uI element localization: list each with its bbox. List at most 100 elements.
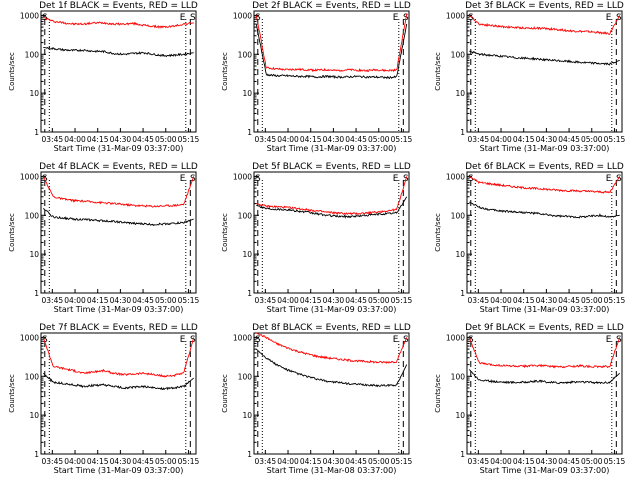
start-marker: S [468,335,474,345]
x-tick-label: 04:30 [536,135,558,144]
y-tick-label: 1 [460,450,465,459]
y-tick-label: 1 [460,128,465,137]
x-tick-label: 04:15 [87,457,109,466]
y-axis-label: Counts/sec [221,213,229,252]
x-tick-label: 05:15 [178,135,200,144]
y-tick-label: 1 [247,289,252,298]
x-tick-label: 04:15 [300,296,322,305]
x-tick-label: 04:15 [300,135,322,144]
y-tick-label: 100 [451,50,466,59]
x-tick-label: 03:45 [42,135,64,144]
x-tick-label: 05:00 [581,135,603,144]
y-axis-label: Counts/sec [8,213,16,252]
y-tick-label: 10 [455,411,465,420]
x-tick-label: 04:00 [277,457,299,466]
x-tick-label: 04:45 [132,457,154,466]
y-tick-label: 100 [238,211,253,220]
x-tick-label: 04:45 [345,135,367,144]
plot-frame [253,332,410,455]
y-tick-label: 1000 [446,333,465,342]
x-axis-label: Start Time (31-Mar-09 03:37:00) [267,144,397,153]
x-tick-label: 05:15 [604,457,626,466]
y-tick-label: 100 [451,211,466,220]
end-marker: E [180,174,186,184]
panel-7: Det 7f BLACK = Events, RED = LLD 1 10 100 10… [8,323,199,475]
x-tick-label: 03:45 [42,457,64,466]
panel-5: Det 5f BLACK = Events, RED = LLD 1 10 100 10… [221,162,412,314]
y-tick-label: 1 [34,128,39,137]
x-tick-label: 04:00 [490,457,512,466]
x-tick-label: 05:00 [581,457,603,466]
x-axis-label: Start Time (31-Mar-09 03:37:00) [480,466,610,475]
x-tick-label: 04:45 [345,296,367,305]
x-axis-label: Start Time (31-Mar-09 03:37:00) [54,305,184,314]
start-marker: S [468,174,474,184]
panel-9: Det 9f BLACK = Events, RED = LLD 1 10 100 10… [434,323,625,475]
y-tick-label: 10 [242,250,252,259]
y-axis-label: Counts/sec [434,374,442,413]
end-marker: E [606,335,612,345]
chart-title: Det 5f BLACK = Events, RED = LLD [252,162,411,172]
chart-title: Det 8f BLACK = Events, RED = LLD [252,323,411,333]
x-tick-label: 05:00 [581,296,603,305]
x-tick-label: 04:00 [64,296,86,305]
x-tick-label: 04:45 [558,135,580,144]
chart-title: Det 6f BLACK = Events, RED = LLD [465,162,624,172]
end-marker: E [606,13,612,23]
x-axis-label: Start Time (31-Mar-08 03:37:00) [267,466,397,475]
x-tick-label: 04:15 [513,135,535,144]
y-tick-label: 1000 [446,172,465,181]
x-tick-label: 03:45 [468,457,490,466]
y-tick-label: 10 [29,89,39,98]
x-tick-label: 05:15 [391,457,413,466]
plot-frame [253,10,410,133]
y-axis-label: Counts/sec [434,213,442,252]
x-tick-label: 04:00 [277,296,299,305]
panel-3: Det 3f BLACK = Events, RED = LLD 1 10 100 10… [434,1,625,153]
y-tick-label: 1 [247,128,252,137]
start-marker-2: S [616,174,622,184]
plot-frame [40,332,197,455]
panel-6: Det 6f BLACK = Events, RED = LLD 1 10 100 10… [434,162,625,314]
y-tick-label: 10 [29,411,39,420]
x-tick-label: 03:45 [255,135,277,144]
y-axis-label: Counts/sec [8,52,16,91]
x-tick-label: 04:30 [110,457,132,466]
panel-1: Det 1f BLACK = Events, RED = LLD 1 10 100 10… [8,1,199,153]
start-marker-2: S [190,13,196,23]
y-tick-label: 10 [242,411,252,420]
x-tick-label: 04:45 [132,296,154,305]
x-tick-label: 05:15 [178,457,200,466]
y-tick-label: 1 [34,289,39,298]
x-tick-label: 03:45 [255,457,277,466]
y-tick-label: 10 [29,250,39,259]
x-tick-label: 04:30 [110,135,132,144]
x-axis-label: Start Time (31-Mar-09 03:37:00) [54,466,184,475]
series-line-lld [43,16,194,29]
x-tick-label: 04:45 [558,296,580,305]
end-marker: E [180,13,186,23]
x-tick-label: 05:00 [155,457,177,466]
x-tick-label: 03:45 [42,296,64,305]
x-axis-label: Start Time (31-Mar-09 03:37:00) [480,144,610,153]
series-line-lld [42,176,195,208]
series-line-lld [255,13,408,73]
x-tick-label: 04:30 [323,296,345,305]
start-marker: S [255,13,261,23]
plot-frame [40,171,197,294]
x-tick-label: 04:15 [87,135,109,144]
chart-title: Det 7f BLACK = Events, RED = LLD [39,323,198,333]
plot-frame [466,332,623,455]
y-tick-label: 100 [25,50,40,59]
y-tick-label: 1000 [20,11,39,20]
x-tick-label: 04:15 [87,296,109,305]
plot-frame [466,171,623,294]
series-line-events [468,369,620,385]
y-axis-label: Counts/sec [8,374,16,413]
y-tick-label: 10 [455,89,465,98]
x-axis-label: Start Time (31-Mar-09 03:37:00) [480,305,610,314]
x-tick-label: 04:30 [536,296,558,305]
plot-frame [253,171,410,294]
y-axis-label: Counts/sec [221,52,229,91]
